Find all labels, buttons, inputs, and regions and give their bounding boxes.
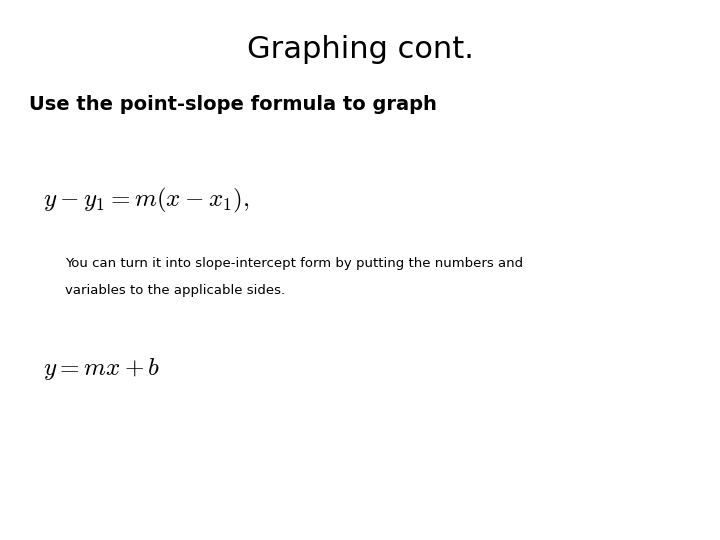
Text: $y - y_1 = m(x - x_1),$: $y - y_1 = m(x - x_1),$ [43,186,250,215]
Text: Graphing cont.: Graphing cont. [246,35,474,64]
Text: Use the point-slope formula to graph: Use the point-slope formula to graph [29,94,436,113]
Text: $y = mx + b$: $y = mx + b$ [43,356,161,382]
Text: You can turn it into slope-intercept form by putting the numbers and: You can turn it into slope-intercept for… [65,256,523,269]
Text: variables to the applicable sides.: variables to the applicable sides. [65,284,285,297]
